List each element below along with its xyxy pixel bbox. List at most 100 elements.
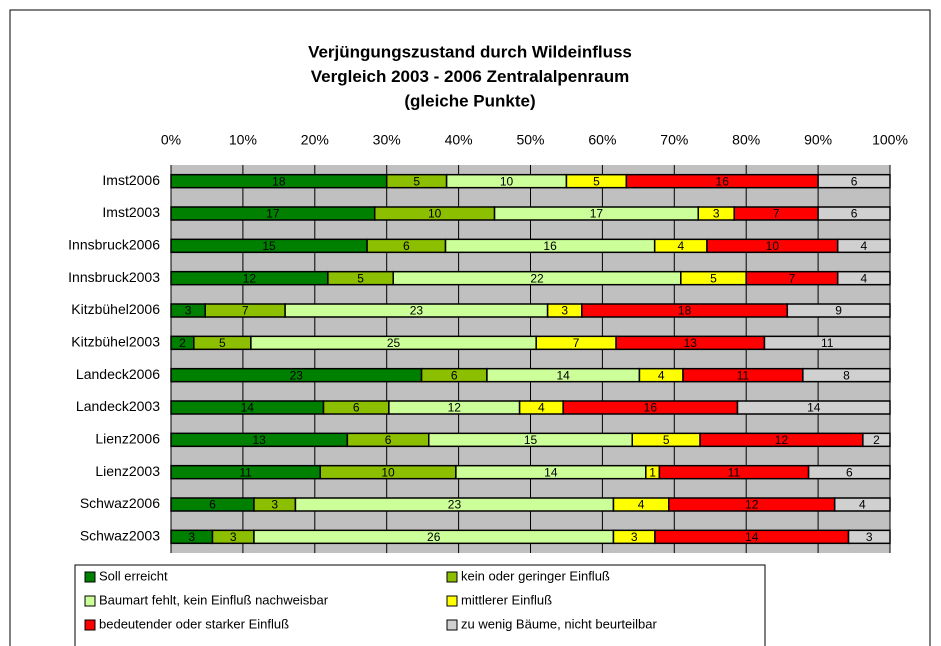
data-label: 6 bbox=[353, 401, 360, 415]
x-tick-label: 100% bbox=[872, 132, 908, 148]
y-tick-label: Kitzbühel2006 bbox=[71, 301, 160, 317]
data-label: 26 bbox=[427, 530, 441, 544]
data-label: 14 bbox=[745, 530, 759, 544]
data-label: 11 bbox=[821, 336, 834, 350]
data-label: 2 bbox=[873, 433, 880, 447]
data-label: 6 bbox=[451, 368, 458, 382]
data-label: 16 bbox=[644, 401, 658, 415]
data-label: 18 bbox=[272, 174, 286, 188]
x-tick-label: 30% bbox=[373, 132, 401, 148]
legend-swatch bbox=[446, 571, 458, 583]
legend-label: Baumart fehlt, kein Einfluß nachweisbar bbox=[99, 592, 329, 607]
y-tick-label: Imst2003 bbox=[102, 204, 160, 220]
data-label: 11 bbox=[737, 368, 750, 382]
data-label: 4 bbox=[861, 239, 868, 253]
y-tick-label: Innsbruck2006 bbox=[68, 237, 160, 253]
x-tick-label: 10% bbox=[229, 132, 257, 148]
data-label: 6 bbox=[385, 433, 392, 447]
legend-label: kein oder geringer Einfluß bbox=[461, 568, 610, 583]
bar-segment bbox=[862, 432, 891, 448]
data-label: 13 bbox=[684, 336, 698, 350]
bar-segment bbox=[836, 238, 891, 254]
data-label: 12 bbox=[775, 433, 789, 447]
data-label: 4 bbox=[658, 368, 665, 382]
legend-swatch bbox=[446, 595, 458, 607]
data-label: 3 bbox=[866, 530, 873, 544]
data-label: 14 bbox=[557, 368, 571, 382]
data-label: 4 bbox=[538, 401, 545, 415]
data-label: 11 bbox=[239, 465, 252, 479]
data-label: 14 bbox=[807, 401, 821, 415]
data-label: 3 bbox=[271, 498, 278, 512]
chart-title: (gleiche Punkte) bbox=[404, 91, 535, 110]
data-label: 12 bbox=[243, 271, 257, 285]
y-tick-label: Imst2006 bbox=[102, 172, 160, 188]
data-label: 6 bbox=[846, 465, 853, 479]
data-label: 5 bbox=[413, 174, 420, 188]
data-label: 7 bbox=[789, 271, 796, 285]
y-tick-label: Landeck2003 bbox=[76, 398, 160, 414]
data-label: 6 bbox=[209, 498, 216, 512]
legend-label: bedeutender oder starker Einfluß bbox=[99, 616, 289, 631]
bar-segment bbox=[847, 529, 891, 545]
data-label: 16 bbox=[716, 174, 730, 188]
data-label: 23 bbox=[448, 498, 462, 512]
x-tick-label: 70% bbox=[660, 132, 688, 148]
chart-title: Verjüngungszustand durch Wildeinfluss bbox=[308, 42, 632, 61]
x-tick-label: 60% bbox=[588, 132, 616, 148]
data-label: 5 bbox=[663, 433, 670, 447]
x-tick-label: 50% bbox=[516, 132, 544, 148]
data-label: 4 bbox=[861, 271, 868, 285]
y-tick-label: Lienz2006 bbox=[95, 431, 160, 447]
bar-segment bbox=[807, 464, 891, 480]
bar-segment bbox=[817, 206, 891, 221]
bar-segment bbox=[833, 497, 891, 512]
data-label: 3 bbox=[230, 530, 237, 544]
y-tick-label: Landeck2006 bbox=[76, 366, 160, 382]
data-label: 3 bbox=[188, 530, 195, 544]
y-tick-label: Schwaz2006 bbox=[80, 495, 160, 511]
data-label: 8 bbox=[843, 368, 850, 382]
data-label: 6 bbox=[851, 207, 858, 221]
data-label: 17 bbox=[590, 207, 604, 221]
legend-swatch bbox=[84, 619, 96, 631]
data-label: 10 bbox=[381, 465, 395, 479]
data-label: 7 bbox=[773, 207, 780, 221]
data-label: 11 bbox=[728, 465, 741, 479]
x-tick-label: 40% bbox=[445, 132, 473, 148]
data-label: 6 bbox=[403, 239, 410, 253]
data-label: 3 bbox=[713, 207, 720, 221]
legend-swatch bbox=[446, 619, 458, 631]
legend-label: zu wenig Bäume, nicht beurteilbar bbox=[461, 616, 658, 631]
data-label: 15 bbox=[262, 239, 276, 253]
data-label: 10 bbox=[766, 239, 780, 253]
data-label: 18 bbox=[678, 304, 692, 318]
data-label: 10 bbox=[500, 174, 514, 188]
data-label: 7 bbox=[573, 336, 580, 350]
data-label: 10 bbox=[428, 207, 442, 221]
data-label: 14 bbox=[544, 465, 558, 479]
data-label: 3 bbox=[561, 304, 568, 318]
data-label: 9 bbox=[835, 304, 842, 318]
x-tick-label: 90% bbox=[804, 132, 832, 148]
data-label: 25 bbox=[387, 336, 401, 350]
legend-label: mittlerer Einfluß bbox=[461, 592, 552, 607]
data-label: 5 bbox=[219, 336, 226, 350]
data-label: 13 bbox=[252, 433, 266, 447]
data-label: 7 bbox=[242, 304, 249, 318]
data-label: 14 bbox=[241, 401, 255, 415]
bar-segment bbox=[836, 270, 891, 286]
data-label: 3 bbox=[631, 530, 638, 544]
data-label: 17 bbox=[266, 207, 280, 221]
x-tick-label: 0% bbox=[161, 132, 181, 148]
bar-segment bbox=[736, 400, 891, 415]
legend-swatch bbox=[84, 595, 96, 607]
legend-label: Soll erreicht bbox=[99, 568, 168, 583]
data-label: 5 bbox=[710, 271, 717, 285]
data-label: 12 bbox=[448, 401, 462, 415]
y-tick-label: Kitzbühel2003 bbox=[71, 334, 160, 350]
data-label: 4 bbox=[677, 239, 684, 253]
data-label: 4 bbox=[638, 498, 645, 512]
legend-box bbox=[74, 564, 766, 646]
